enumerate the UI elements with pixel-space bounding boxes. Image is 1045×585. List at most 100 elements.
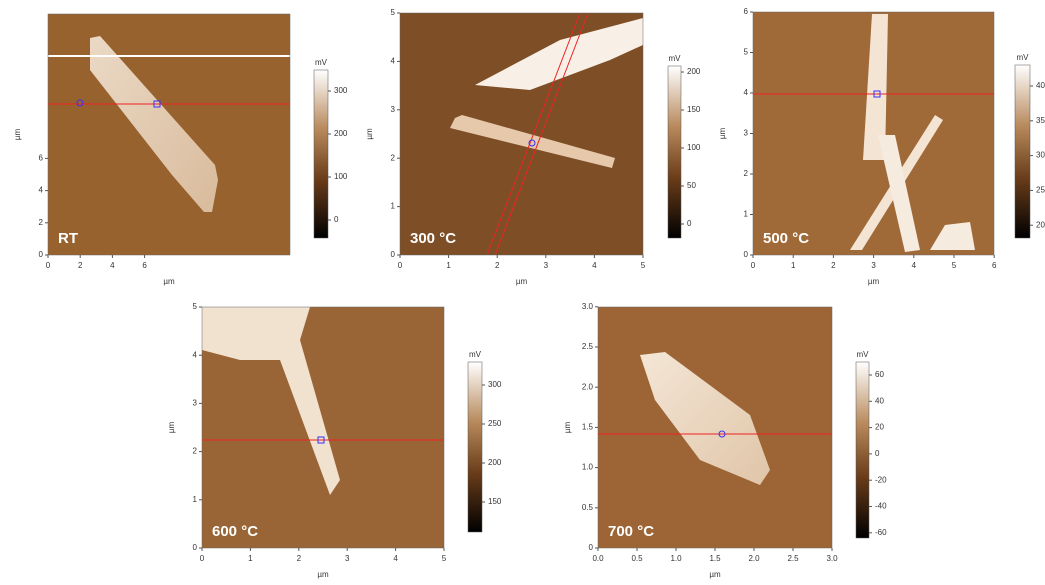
x-tick-label: 2 (831, 261, 836, 270)
x-tick-label: 1 (446, 261, 451, 270)
colorbar (668, 66, 681, 238)
colorbar-tick-label: 0 (334, 215, 339, 224)
colorbar-tick-label: -20 (875, 475, 887, 484)
x-tick-label: 0.0 (592, 554, 604, 563)
colorbar-unit: mV (669, 54, 682, 63)
x-tick-label: 0 (46, 261, 51, 270)
colorbar-tick-label: 350 (1036, 116, 1045, 125)
colorbar-tick-label: 100 (687, 143, 701, 152)
colorbar-tick-label: 60 (875, 370, 884, 379)
x-axis-label: µm (317, 570, 329, 579)
x-tick-label: 0 (200, 554, 205, 563)
y-tick-label: 0 (391, 250, 396, 259)
y-axis-label: µm (13, 129, 22, 141)
x-tick-label: 2 (78, 261, 83, 270)
colorbar-tick-label: 250 (1036, 186, 1045, 195)
x-tick-label: 1.5 (709, 554, 721, 563)
y-axis-label: µm (563, 422, 572, 434)
panel-label: 600 °C (212, 523, 258, 540)
y-tick-label: 0 (589, 543, 594, 552)
x-tick-label: 3 (871, 261, 876, 270)
colorbar-tick-label: 300 (488, 380, 502, 389)
colorbar-tick-label: 0 (875, 449, 880, 458)
y-tick-label: 2 (391, 153, 396, 162)
colorbar-tick-label: 20 (875, 423, 884, 432)
y-tick-label: 3.0 (582, 302, 594, 311)
colorbar-tick-label: 0 (687, 219, 692, 228)
x-axis-label: µm (868, 277, 880, 286)
x-tick-label: 2.5 (787, 554, 799, 563)
y-tick-label: 2 (193, 447, 198, 456)
colorbar-tick-label: 300 (334, 86, 348, 95)
colorbar-unit: mV (857, 350, 870, 359)
y-tick-label: 4 (744, 88, 749, 97)
y-tick-label: 3 (193, 399, 198, 408)
y-tick-label: 2.5 (582, 342, 594, 351)
x-tick-label: 5 (442, 554, 447, 563)
y-axis-label: µm (718, 128, 727, 140)
y-tick-label: 4 (193, 350, 198, 359)
y-tick-label: 6 (39, 154, 44, 163)
y-tick-label: 1 (744, 210, 749, 219)
colorbar-tick-label: 40 (875, 396, 884, 405)
y-tick-label: 0 (193, 543, 198, 552)
colorbar-tick-label: 250 (488, 419, 502, 428)
x-axis-label: µm (709, 570, 721, 579)
colorbar-tick-label: 200 (488, 458, 502, 467)
x-tick-label: 1 (791, 261, 796, 270)
y-tick-label: 5 (744, 48, 749, 57)
colorbar-tick-label: 400 (1036, 81, 1045, 90)
y-tick-label: 2 (744, 169, 749, 178)
x-tick-label: 1 (248, 554, 253, 563)
y-tick-label: 0 (744, 250, 749, 259)
colorbar-tick-label: 150 (687, 105, 701, 114)
x-tick-label: 4 (592, 261, 597, 270)
y-tick-label: 2.0 (582, 382, 594, 391)
x-tick-label: 3.0 (826, 554, 838, 563)
y-tick-label: 1 (193, 495, 198, 504)
colorbar-tick-label: 300 (1036, 151, 1045, 160)
x-tick-label: 1.0 (670, 554, 682, 563)
panel-label: 500 °C (763, 230, 809, 247)
x-tick-label: 4 (912, 261, 917, 270)
y-tick-label: 5 (391, 8, 396, 17)
panel-label: RT (58, 230, 78, 247)
colorbar-tick-label: 100 (334, 172, 348, 181)
panel-label: 300 °C (410, 230, 456, 247)
colorbar-unit: mV (469, 350, 482, 359)
y-axis-label: µm (167, 422, 176, 434)
x-tick-label: 0 (751, 261, 756, 270)
x-tick-label: 4 (393, 554, 398, 563)
colorbar-tick-label: 200 (687, 67, 701, 76)
colorbar-tick-label: -60 (875, 528, 887, 537)
x-tick-label: 2.0 (748, 554, 760, 563)
colorbar-tick-label: 200 (334, 129, 348, 138)
x-axis-label: µm (516, 277, 528, 286)
y-tick-label: 4 (391, 57, 396, 66)
colorbar (314, 70, 328, 238)
y-tick-label: 1 (391, 202, 396, 211)
x-tick-label: 3 (345, 554, 350, 563)
colorbar-unit: mV (1017, 53, 1030, 62)
x-tick-label: 4 (110, 261, 115, 270)
x-tick-label: 5 (641, 261, 646, 270)
y-tick-label: 4 (39, 186, 44, 195)
colorbar-tick-label: 150 (488, 497, 502, 506)
colorbar (1015, 65, 1030, 238)
x-tick-label: 0.5 (631, 554, 643, 563)
colorbar (856, 362, 869, 538)
panel-label: 700 °C (608, 523, 654, 540)
colorbar (468, 362, 482, 532)
colorbar-tick-label: -40 (875, 502, 887, 511)
x-tick-label: 6 (142, 261, 147, 270)
x-tick-label: 5 (952, 261, 957, 270)
y-axis-label: µm (365, 128, 374, 140)
y-tick-label: 5 (193, 302, 198, 311)
y-tick-label: 2 (39, 218, 44, 227)
y-tick-label: 6 (744, 7, 749, 16)
colorbar-unit: mV (315, 58, 328, 67)
y-tick-label: 0 (39, 250, 44, 259)
colorbar-tick-label: 50 (687, 181, 696, 190)
y-tick-label: 1.5 (582, 423, 594, 432)
y-tick-label: 3 (744, 129, 749, 138)
